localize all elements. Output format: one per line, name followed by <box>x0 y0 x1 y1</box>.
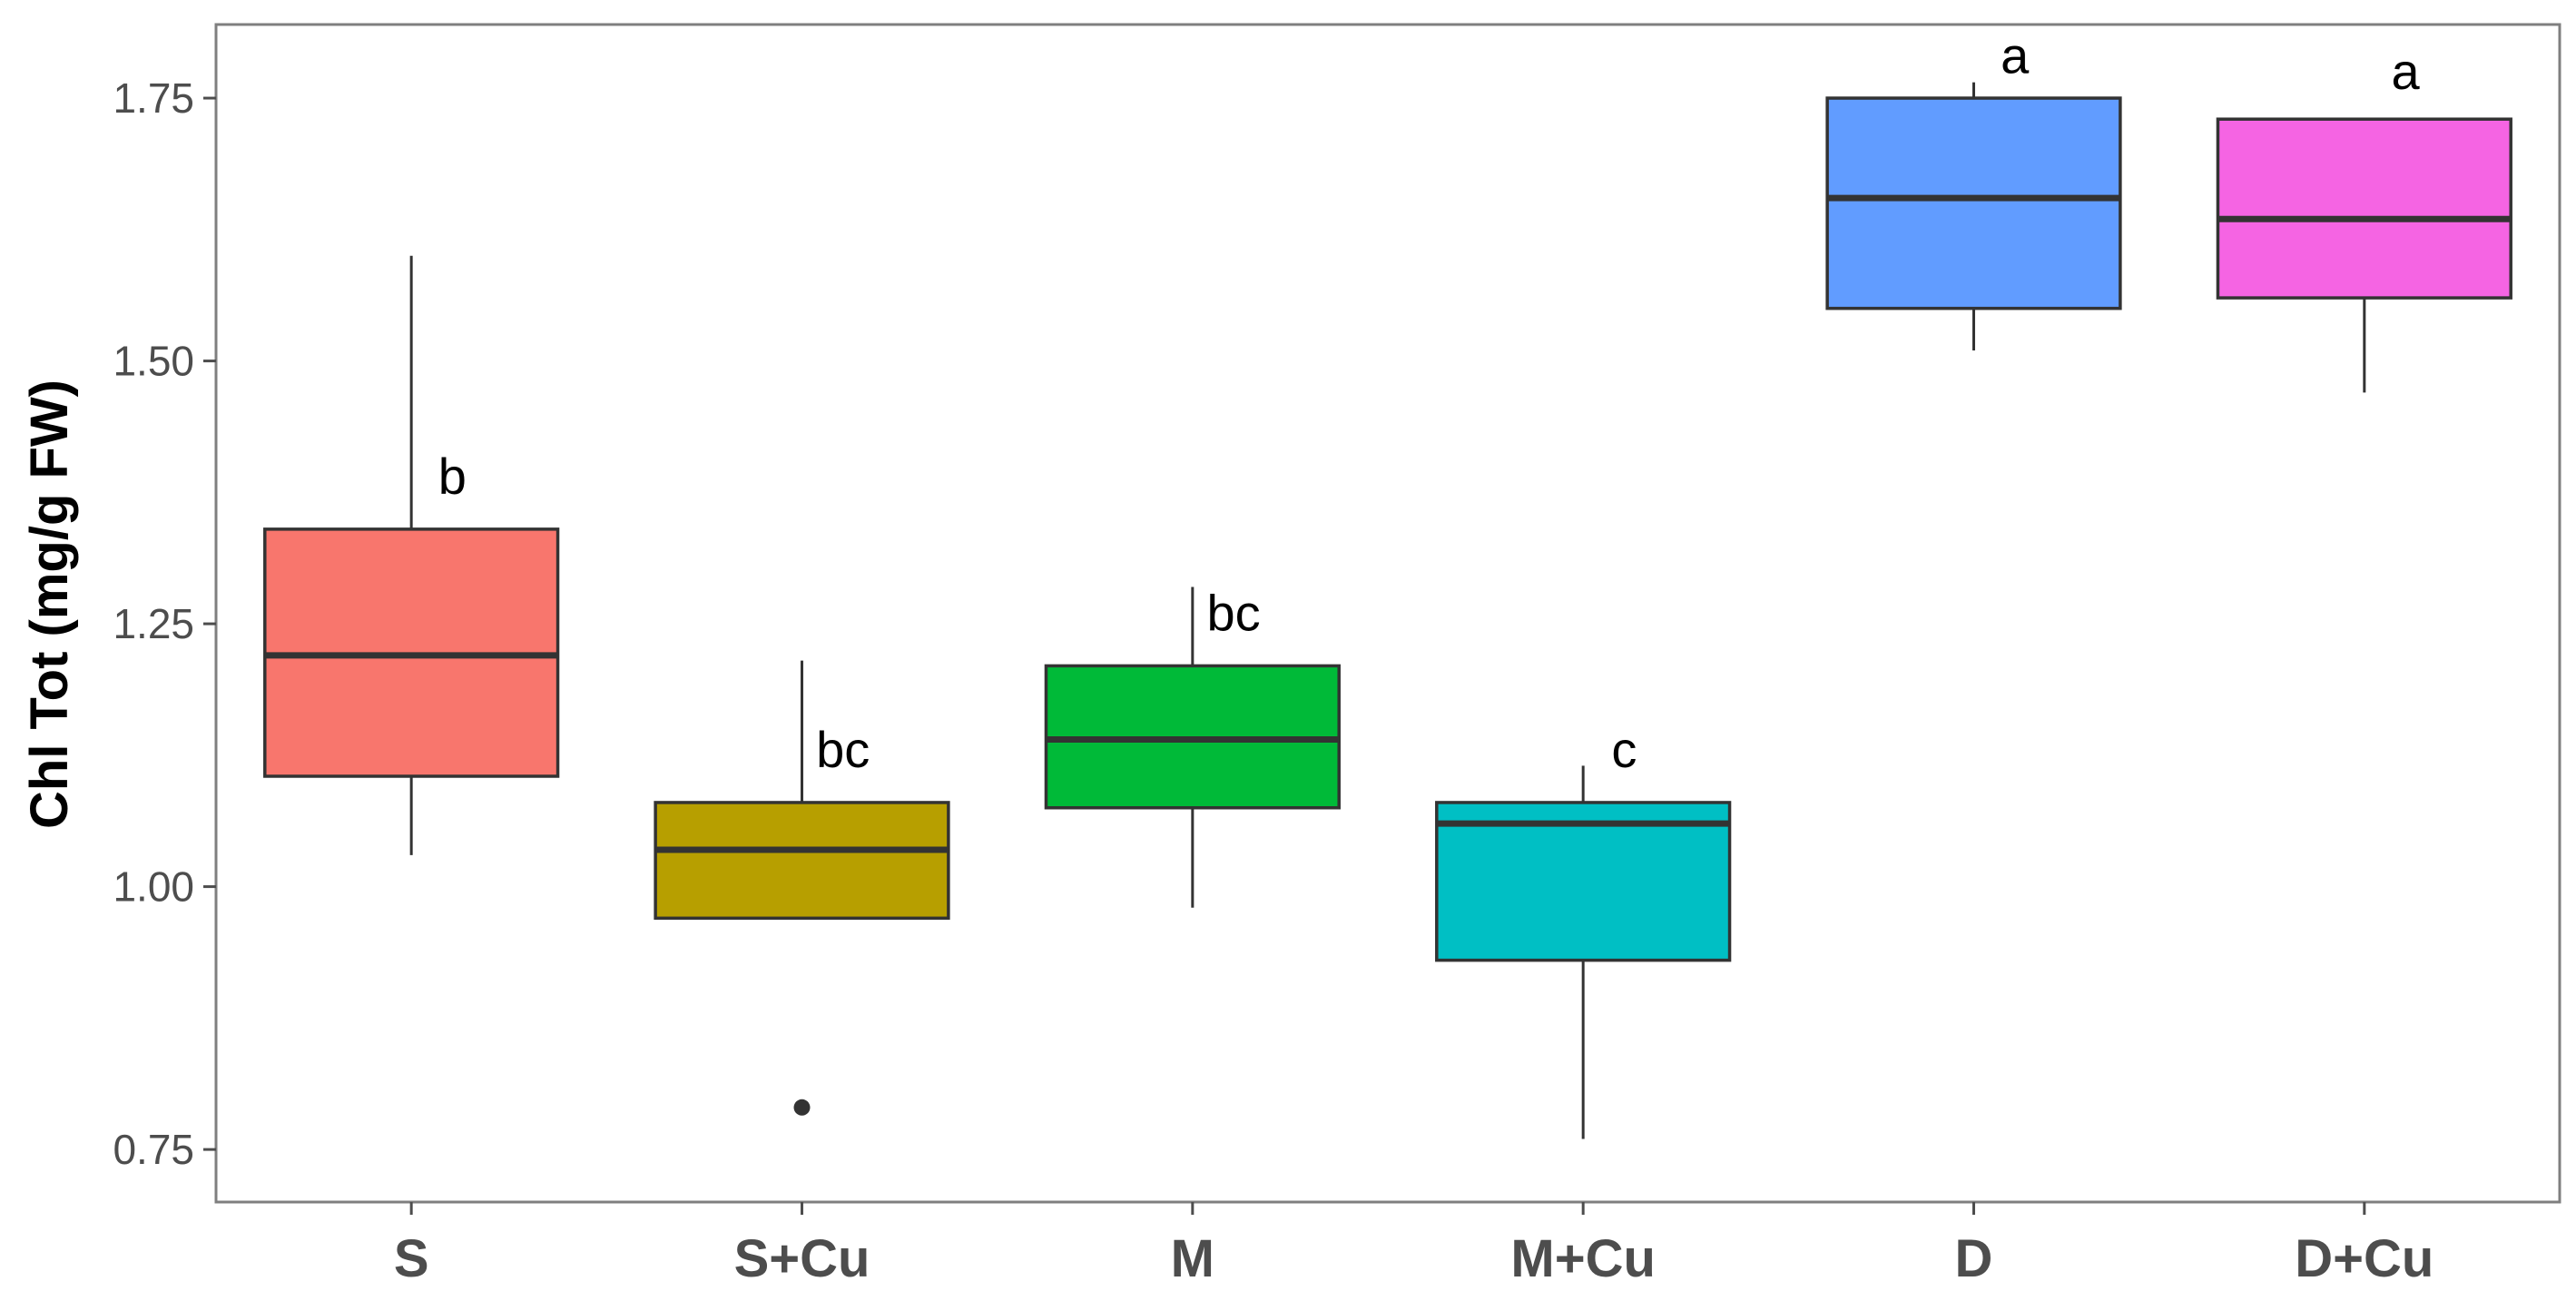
boxes-layer <box>263 82 2512 1139</box>
box-iqr <box>1435 801 1732 962</box>
outlier-point <box>793 1099 811 1116</box>
box-iqr <box>654 801 950 921</box>
x-tick-label: M+Cu <box>1510 1229 1656 1288</box>
significance-letter: bc <box>1206 585 1260 642</box>
y-axis-title: Chl Tot (mg/g FW) <box>20 379 79 829</box>
x-tick-label: D <box>1955 1229 1993 1288</box>
x-tick-label: M <box>1171 1229 1214 1288</box>
box-group <box>1435 765 1732 1139</box>
y-tick-label: 1.75 <box>113 74 194 122</box>
x-tick-label: D+Cu <box>2295 1229 2433 1288</box>
y-axis: 0.75 1.00 1.25 1.50 1.75 <box>113 74 216 1173</box>
box-iqr <box>2216 117 2512 300</box>
y-tick-label: 0.75 <box>113 1126 194 1173</box>
significance-letter: c <box>1611 721 1637 778</box>
plot-panel-border <box>214 23 2561 1204</box>
box-group <box>654 660 950 1116</box>
y-tick-label: 1.25 <box>113 600 194 647</box>
y-tick-label: 1.50 <box>113 338 194 385</box>
box-group <box>2216 117 2512 393</box>
box-iqr <box>1825 96 2122 310</box>
x-axis: S S+Cu M M+Cu D D+Cu <box>394 1202 2433 1288</box>
significance-letter: a <box>2391 43 2420 100</box>
y-tick-label: 1.00 <box>113 863 194 911</box>
x-tick-label: S <box>394 1229 429 1288</box>
box-group <box>1825 82 2122 350</box>
significance-letter: b <box>438 448 467 505</box>
x-tick-label: S+Cu <box>734 1229 870 1288</box>
box-group <box>1044 586 1341 908</box>
significance-letter: bc <box>816 721 870 778</box>
significance-letter: a <box>2001 27 2030 84</box>
significance-letters: b bc bc c a a <box>438 27 2421 778</box>
box-group <box>263 255 560 855</box>
